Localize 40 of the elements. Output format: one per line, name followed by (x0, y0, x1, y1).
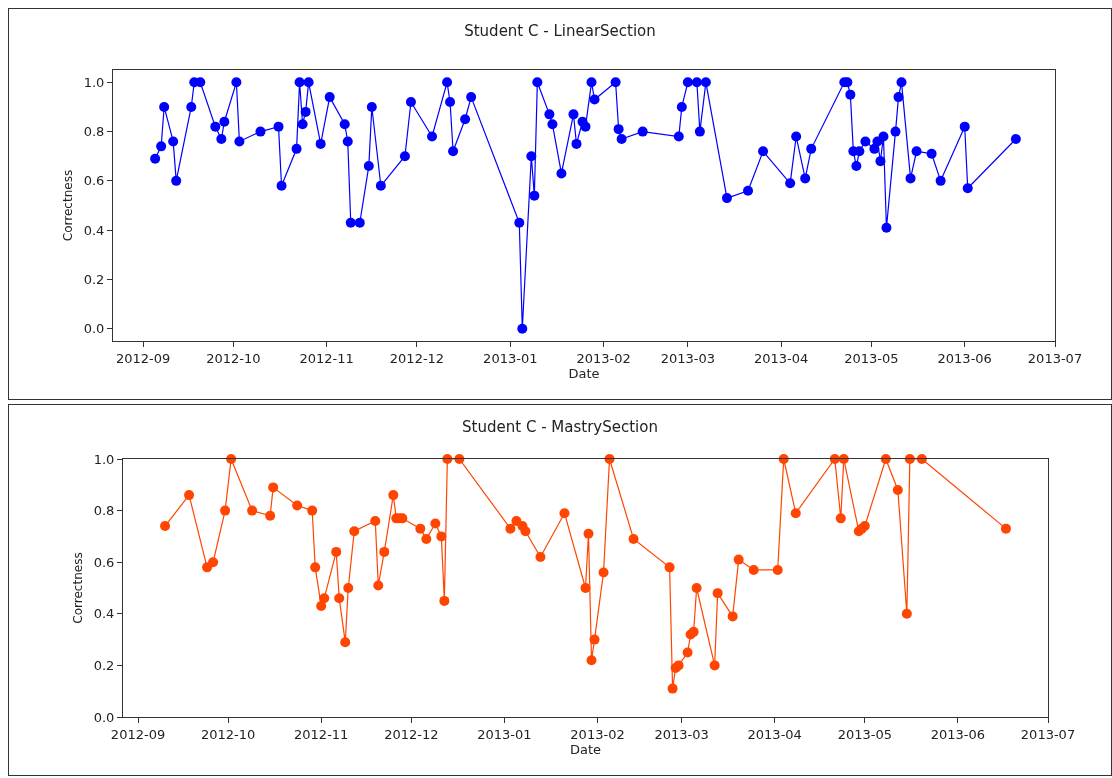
x-tick-label: 2013-02 (576, 350, 631, 366)
chart-title: Student C - MastrySection (462, 417, 658, 436)
x-tick-label: 2012-12 (389, 350, 445, 366)
y-tick-label: 0.8 (83, 124, 105, 140)
x-tick-label: 2013-04 (753, 350, 809, 366)
y-tick-label: 0.6 (93, 554, 115, 570)
x-tick-label: 2013-06 (937, 350, 992, 366)
y-tick-label: 0.2 (83, 271, 105, 287)
y-tick-label: 0.4 (83, 222, 105, 238)
x-tick-label: 2013-01 (483, 350, 538, 366)
y-tick-label: 0.6 (83, 173, 105, 189)
y-axis-title: Correctness (71, 552, 86, 624)
x-tick-label: 2012-12 (384, 726, 439, 742)
x-tick-label: 2012-10 (200, 726, 256, 742)
x-tick-label: 2013-02 (570, 726, 625, 742)
y-tick-label: 0.0 (93, 709, 115, 725)
x-axis-title: Date (568, 366, 600, 382)
x-axis-title: Date (569, 742, 602, 758)
x-tick-label: 2013-05 (844, 350, 899, 366)
x-tick-label: 2012-11 (299, 350, 354, 366)
x-tick-label: 2013-07 (1020, 726, 1076, 742)
x-tick-label: 2013-06 (930, 726, 986, 742)
y-axis-title: Correctness (61, 169, 76, 242)
x-tick-label: 2013-05 (837, 726, 892, 742)
y-tick-label: 1.0 (83, 74, 105, 90)
y-tick-label: 0.8 (93, 503, 115, 519)
x-tick-label: 2013-04 (747, 726, 802, 742)
y-tick-label: 1.0 (93, 451, 115, 467)
x-tick-label: 2013-03 (654, 726, 709, 742)
x-tick-label: 2012-10 (206, 350, 261, 366)
y-tick-label: 0.4 (93, 606, 115, 622)
y-tick-label: 0.2 (93, 657, 115, 673)
x-tick-label: 2012-09 (110, 726, 166, 742)
x-tick-label: 2012-09 (115, 350, 171, 366)
y-tick-label: 0.0 (83, 321, 105, 337)
x-tick-label: 2013-01 (477, 726, 532, 742)
x-tick-label: 2013-03 (660, 350, 715, 366)
chart-title: Student C - LinearSection (464, 21, 656, 40)
x-tick-label: 2013-07 (1027, 350, 1083, 366)
x-tick-label: 2012-11 (294, 726, 349, 742)
